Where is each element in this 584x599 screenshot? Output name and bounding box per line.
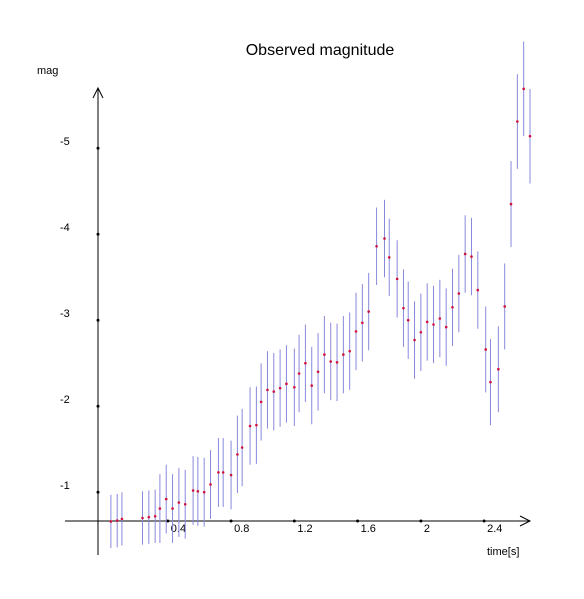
- x-tick: [292, 519, 296, 523]
- data-point: [419, 330, 423, 334]
- data-point: [335, 361, 339, 364]
- data-point: [516, 120, 519, 123]
- data-point: [141, 516, 144, 520]
- data-point: [164, 497, 168, 501]
- y-axis-arrow: [92, 86, 104, 99]
- data-point: [310, 384, 314, 387]
- data-point: [229, 473, 233, 477]
- data-point: [413, 338, 416, 342]
- data-point: [147, 515, 151, 519]
- data-point: [348, 349, 351, 353]
- data-point: [342, 353, 345, 356]
- x-axis-arrow: [519, 515, 532, 527]
- y-tick: [96, 404, 100, 408]
- data-point: [183, 502, 187, 506]
- y-tick: [96, 146, 100, 150]
- x-tick: [356, 519, 360, 523]
- data-point: [177, 501, 181, 504]
- data-point: [383, 237, 386, 240]
- data-point: [255, 423, 258, 427]
- data-point: [503, 305, 506, 308]
- data-point: [266, 388, 269, 392]
- data-point: [272, 390, 276, 393]
- data-point: [444, 325, 448, 329]
- data-point: [354, 330, 358, 333]
- x-tick: [229, 519, 233, 523]
- data-point: [248, 424, 252, 428]
- data-point: [259, 400, 263, 404]
- x-tick-label: 1.6: [361, 523, 376, 535]
- y-tick: [96, 232, 100, 236]
- data-point: [278, 386, 282, 390]
- data-point: [304, 361, 307, 365]
- chart-title: Observed magnitude: [246, 42, 395, 59]
- data-point: [463, 252, 467, 256]
- data-point: [236, 453, 239, 456]
- x-tick: [482, 519, 486, 523]
- x-tick: [166, 519, 170, 523]
- y-tick: [96, 318, 100, 322]
- data-point: [240, 446, 244, 449]
- data-point: [115, 519, 119, 522]
- x-tick-label: 1.2: [297, 523, 312, 535]
- y-tick-label: -1: [60, 480, 70, 492]
- data-point: [217, 471, 220, 474]
- data-point: [476, 288, 480, 292]
- y-tick: [96, 490, 100, 494]
- data-point: [402, 306, 405, 310]
- data-point: [285, 382, 288, 386]
- data-point: [406, 318, 410, 322]
- x-tick-label: 2: [424, 523, 430, 535]
- data-point: [297, 372, 301, 375]
- data-point: [470, 255, 473, 258]
- data-point: [293, 385, 296, 389]
- data-point: [528, 134, 532, 138]
- data-point: [361, 321, 364, 325]
- x-tick-label: 2.4: [487, 523, 502, 535]
- data-point: [457, 292, 461, 295]
- data-point: [509, 202, 513, 206]
- data-point: [438, 317, 442, 320]
- y-tick-label: -4: [60, 222, 70, 234]
- data-point: [425, 320, 429, 324]
- data-point: [221, 471, 225, 474]
- data-point: [432, 323, 435, 326]
- data-point: [367, 310, 370, 313]
- data-point: [522, 87, 525, 91]
- data-point: [329, 360, 333, 363]
- data-point: [209, 483, 212, 486]
- data-point: [196, 490, 200, 493]
- data-point: [451, 306, 454, 309]
- y-tick-label: -2: [60, 394, 70, 406]
- y-tick-label: -3: [60, 308, 70, 320]
- data-point: [395, 277, 399, 281]
- data-point: [171, 507, 174, 510]
- data-point: [484, 348, 488, 351]
- data-point: [375, 244, 378, 248]
- data-point: [316, 370, 320, 374]
- data-point: [202, 490, 206, 494]
- y-axis-label: mag: [37, 65, 58, 77]
- x-axis-label: time[s]: [487, 546, 519, 558]
- data-point: [158, 507, 162, 510]
- data-point: [191, 489, 195, 492]
- x-tick: [419, 519, 423, 523]
- data-point: [497, 367, 500, 371]
- data-point: [489, 380, 492, 384]
- x-tick-label: 0.8: [234, 523, 249, 535]
- data-point: [120, 517, 124, 521]
- data-point: [109, 520, 113, 523]
- data-point: [153, 514, 157, 518]
- data-point: [323, 353, 326, 356]
- data-point: [387, 256, 391, 259]
- y-tick-label: -5: [60, 136, 70, 148]
